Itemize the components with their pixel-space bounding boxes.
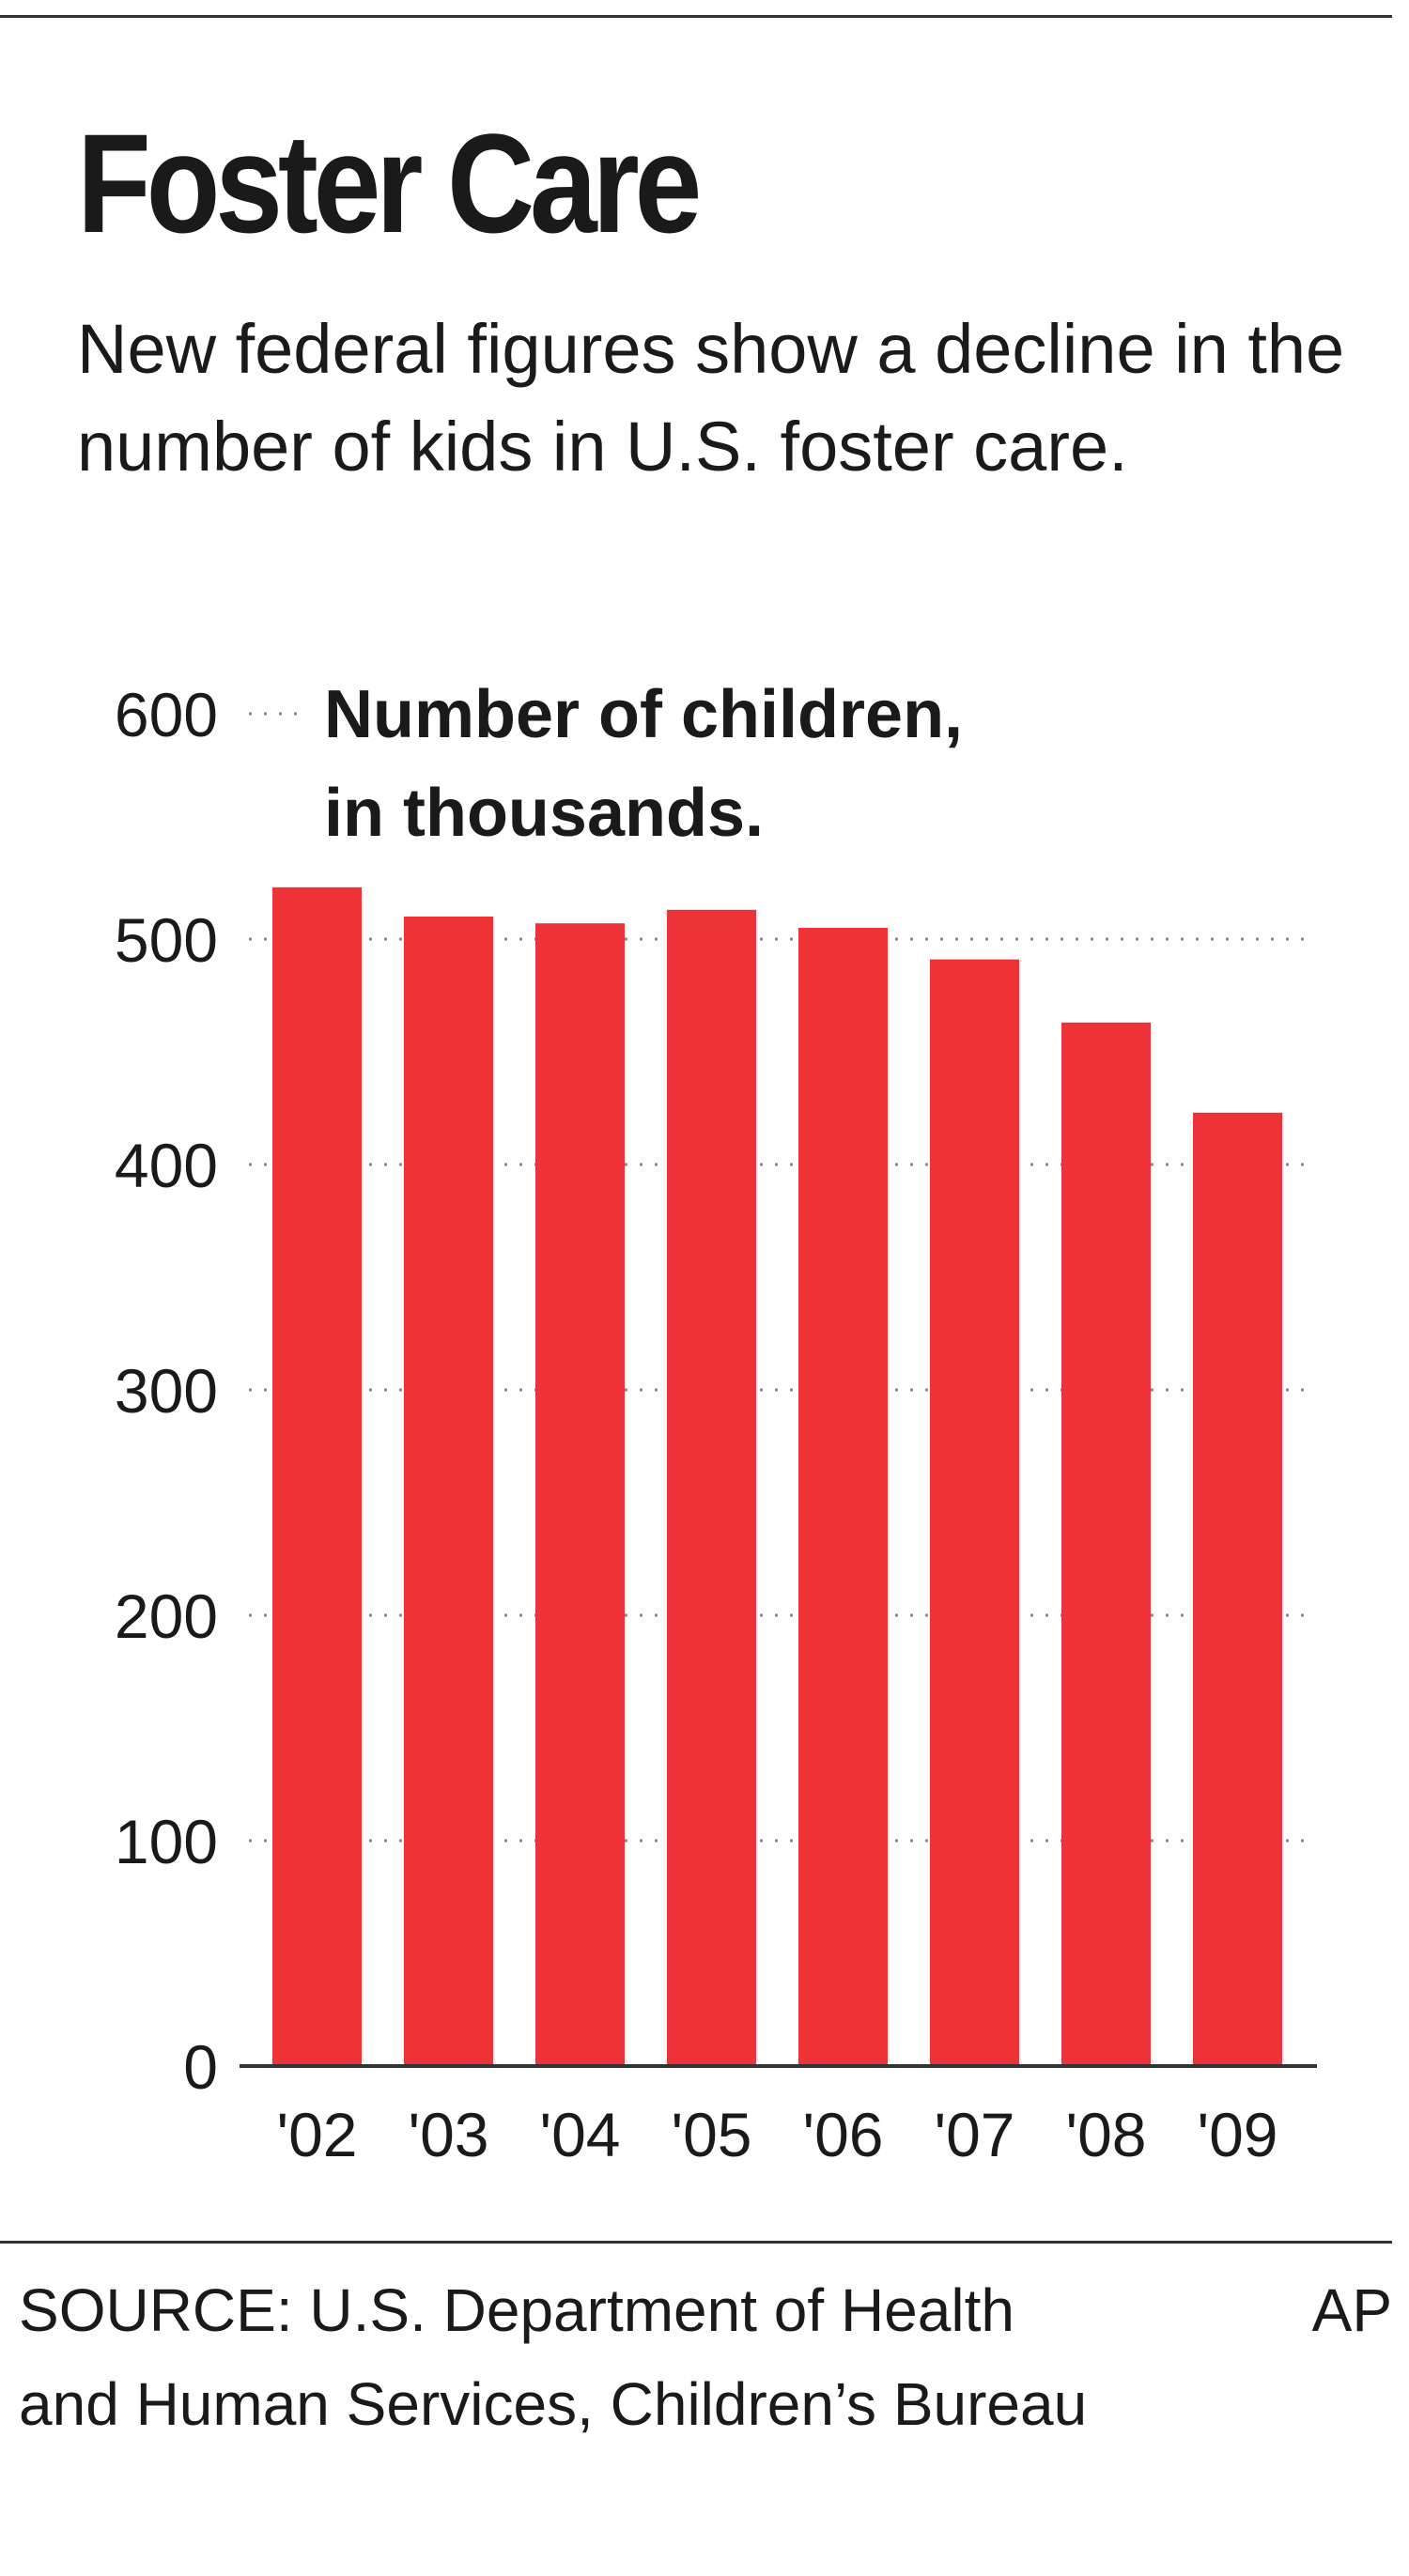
x-tick-label: '07 [934,2100,1014,2169]
y-tick-label: 500 [115,905,218,975]
bar-06 [798,928,888,2066]
chart-title: Foster Care [77,104,702,262]
x-tick-label: '09 [1197,2100,1277,2169]
bar-04 [535,923,625,2067]
bar-09 [1193,1112,1282,2066]
credit-label: AP [1311,2276,1392,2344]
bar-08 [1061,1022,1151,2066]
y-tick-label: 0 [183,2032,218,2102]
x-tick-label: '06 [802,2100,883,2169]
bar-07 [930,959,1019,2066]
x-tick-label: '02 [276,2100,357,2169]
x-tick-label: '08 [1065,2100,1146,2169]
x-tick-label: '03 [408,2100,488,2169]
top-rule [0,15,1392,18]
y-tick-label: 600 [115,680,218,749]
source-note: SOURCE: U.S. Department of Health and Hu… [19,2276,1088,2438]
y-tick-label: 400 [115,1131,218,1200]
bar-05 [667,909,756,2066]
x-tick-label: '04 [539,2100,620,2169]
bar-02 [272,887,362,2066]
bar-chart: 0 100 200 300 400 500 600 '02 '03 '04 '05 '06 '07 '0… [115,677,1317,2169]
chart-subtitle: New federal figures show a decline in th… [77,310,1345,486]
bottom-rule [0,2241,1392,2244]
y-axis-title-line-2: in thousands. [324,776,764,851]
bar-03 [404,917,493,2066]
y-tick-label: 200 [115,1581,218,1651]
x-tick-label: '05 [671,2100,751,2169]
y-tick-label: 100 [115,1807,218,1876]
y-axis-title-line-1: Number of children, [324,677,963,752]
y-tick-label: 300 [115,1356,218,1426]
